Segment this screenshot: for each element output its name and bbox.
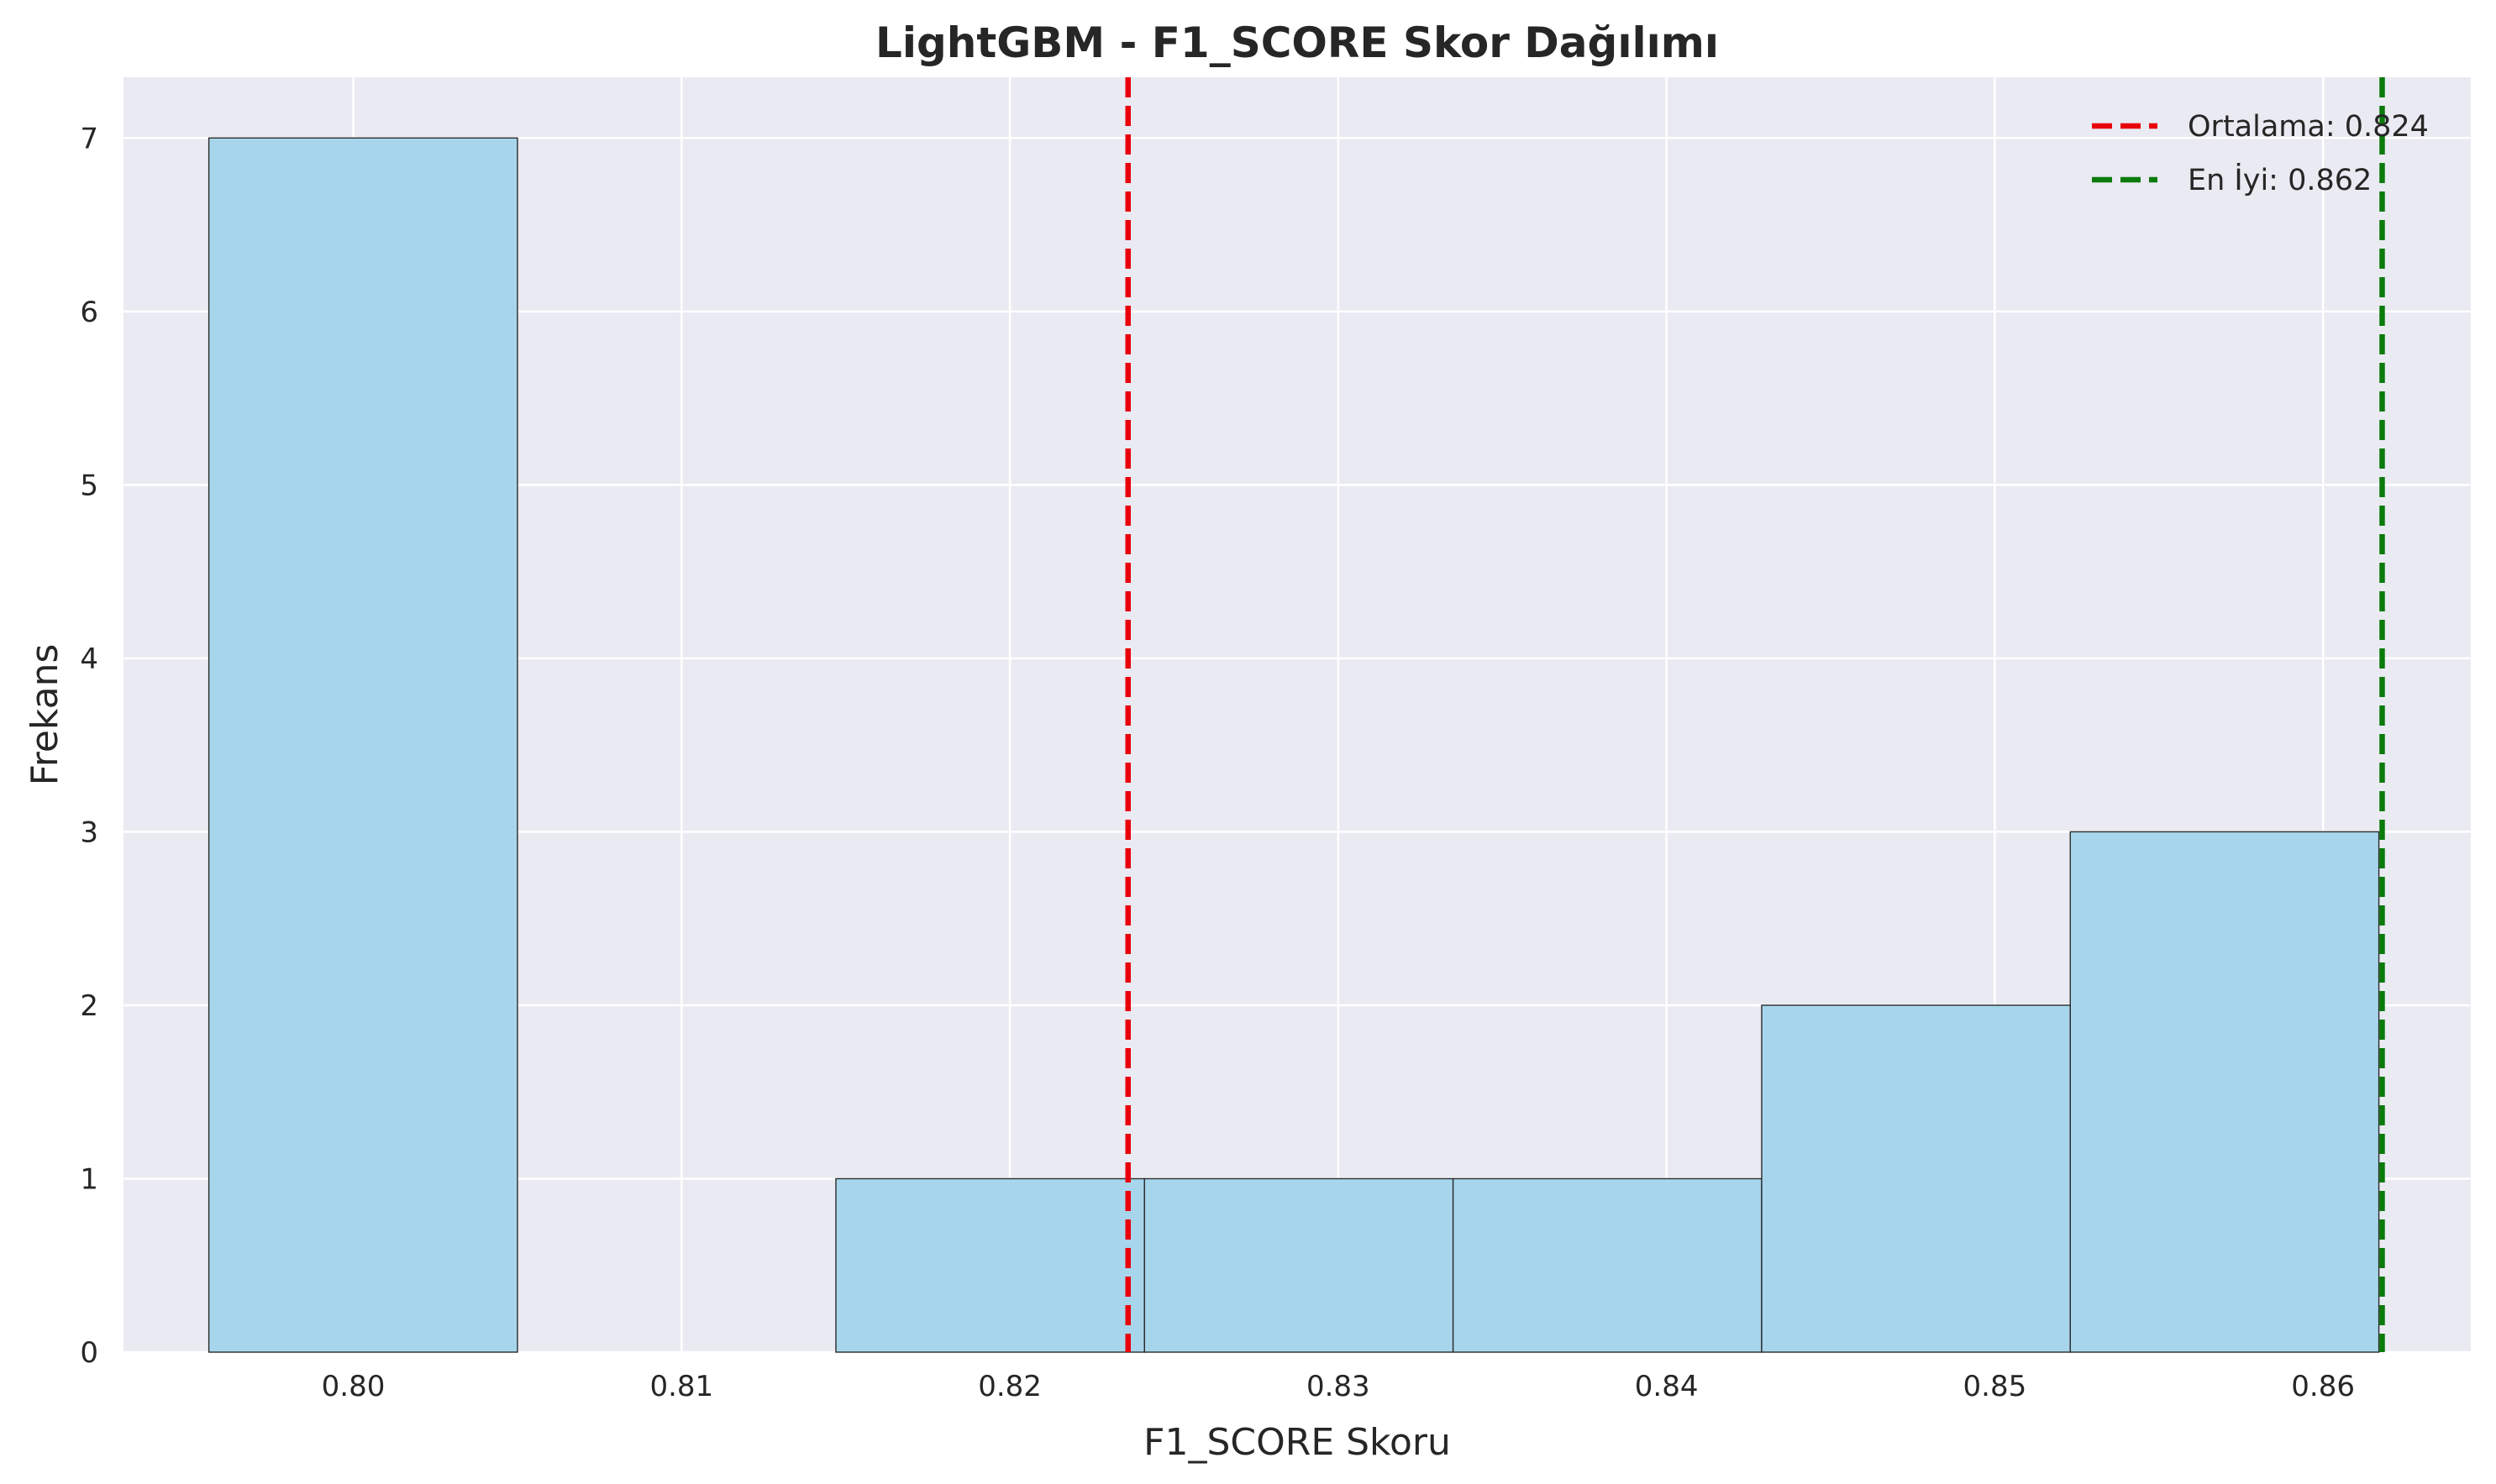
- y-tick-label: 2: [80, 989, 98, 1023]
- legend-label: En İyi: 0.862: [2188, 162, 2372, 197]
- y-tick-label: 7: [80, 122, 98, 155]
- y-tick-label: 0: [80, 1336, 98, 1370]
- x-tick-label: 0.82: [978, 1370, 1042, 1403]
- x-tick-label: 0.81: [649, 1370, 713, 1403]
- tick-labels: 0.80 0.81 0.82 0.83 0.84 0.85 0.86 0 1 2 3 4 5 6 7: [80, 122, 2355, 1403]
- y-tick-label: 5: [80, 469, 98, 502]
- histogram-bar: [1452, 1177, 1763, 1353]
- x-tick-label: 0.83: [1306, 1370, 1370, 1403]
- histogram-bar: [1761, 1004, 2071, 1353]
- histogram-bar: [835, 1177, 1145, 1353]
- y-tick-label: 3: [80, 815, 98, 849]
- histogram-bar: [1143, 1177, 1454, 1353]
- x-tick-label: 0.84: [1635, 1370, 1699, 1403]
- histogram-bar: [208, 137, 518, 1353]
- histogram-bar: [2069, 831, 2380, 1353]
- histogram-bars: [208, 137, 2380, 1353]
- legend: Ortalama: 0.824 En İyi: 0.862: [2092, 110, 2429, 197]
- y-axis-label: Frekans: [24, 644, 66, 786]
- y-tick-label: 6: [80, 296, 98, 329]
- x-tick-label: 0.85: [1963, 1370, 2027, 1403]
- legend-label: Ortalama: 0.824: [2188, 110, 2429, 144]
- x-tick-label: 0.86: [2291, 1370, 2355, 1403]
- chart-title: LightGBM - F1_SCORE Skor Dağılımı: [875, 18, 1719, 67]
- x-tick-label: 0.80: [322, 1370, 386, 1403]
- y-tick-label: 1: [80, 1162, 98, 1196]
- x-axis-label: F1_SCORE Skoru: [1143, 1421, 1451, 1464]
- y-tick-label: 4: [80, 642, 98, 676]
- reference-lines: [1125, 77, 2385, 1352]
